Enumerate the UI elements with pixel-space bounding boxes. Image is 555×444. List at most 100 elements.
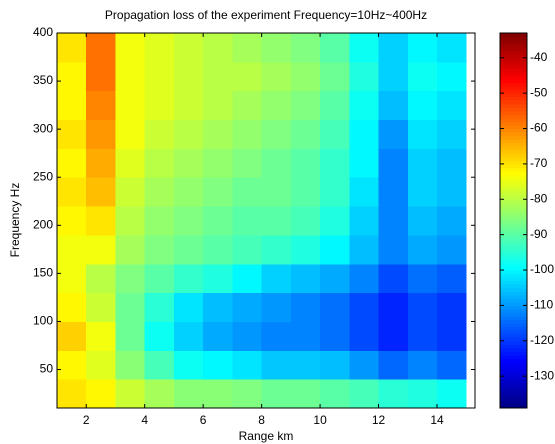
heat-cell <box>203 350 233 380</box>
heat-cell <box>173 263 204 294</box>
heat-cell <box>57 61 87 92</box>
colorbar-segment <box>500 103 527 108</box>
heat-cell <box>378 234 409 265</box>
heat-cell <box>349 263 380 294</box>
colorbar-segment <box>500 245 527 250</box>
colorbar-segment <box>500 216 527 221</box>
heat-cell <box>144 90 175 121</box>
colorbar-segment <box>500 330 527 335</box>
heat-cell <box>115 61 146 92</box>
y-tick-label: 200 <box>33 217 53 231</box>
heat-cell <box>144 148 175 178</box>
colorbar-segment <box>500 202 527 207</box>
heat-cell <box>349 90 380 121</box>
colorbar-segment <box>500 160 527 165</box>
heat-cell <box>86 33 116 63</box>
heat-cell <box>349 292 380 322</box>
heat-cell <box>86 350 116 380</box>
colorbar-segment <box>500 199 527 204</box>
heat-cell <box>290 148 321 178</box>
heat-cell <box>115 33 146 63</box>
colorbar-segment <box>500 319 527 324</box>
heat-cell <box>407 292 438 322</box>
heat-cell <box>203 90 233 121</box>
colorbar-segment <box>500 188 527 193</box>
heat-cell <box>407 90 438 121</box>
colorbar-segment <box>500 266 527 271</box>
heat-cell <box>57 33 87 63</box>
y-tick-label: 150 <box>33 266 53 280</box>
colorbar-segment <box>500 354 527 359</box>
heat-cell <box>86 234 116 265</box>
heat-cell <box>144 350 175 380</box>
heat-cell <box>437 234 467 265</box>
heat-cell <box>261 33 292 63</box>
heat-cell <box>290 263 321 294</box>
heat-cell <box>378 350 409 380</box>
heat-cell <box>115 206 146 236</box>
colorbar-segment <box>500 139 527 144</box>
colorbar-segment <box>500 96 527 101</box>
heat-cell <box>57 350 87 380</box>
heat-cell <box>320 292 350 322</box>
colorbar-segment <box>500 78 527 84</box>
heat-cell <box>320 33 350 63</box>
colorbar-segment <box>500 192 527 197</box>
heat-cell <box>261 379 292 408</box>
colorbar-segment <box>500 64 527 69</box>
heat-cell <box>407 234 438 265</box>
heat-cell <box>144 119 175 149</box>
heat-cell <box>144 206 175 236</box>
heat-cell <box>86 292 116 322</box>
heat-cell <box>57 177 87 207</box>
heat-cell <box>261 321 292 351</box>
colorbar-tick-label: -110 <box>530 298 553 312</box>
heat-cell <box>144 33 175 63</box>
heat-cell <box>144 177 175 207</box>
heat-cell <box>57 206 87 236</box>
colorbar-segment <box>500 358 527 363</box>
heat-cell <box>378 61 409 92</box>
heat-cell <box>290 61 321 92</box>
colorbar-segment <box>500 50 527 55</box>
heat-cell <box>437 350 467 380</box>
heat-cell <box>86 61 116 92</box>
heat-cell <box>407 148 438 178</box>
heat-cell <box>232 206 263 236</box>
heat-cell <box>86 206 116 236</box>
colorbar-segment <box>500 298 527 303</box>
colorbar-segment <box>500 397 527 402</box>
heat-cell <box>320 379 350 408</box>
heat-cell <box>115 90 146 121</box>
heat-cell <box>261 350 292 380</box>
colorbar-segment <box>500 89 527 94</box>
colorbar-segment <box>500 71 527 76</box>
heat-cell <box>232 33 263 63</box>
heat-cell <box>115 119 146 149</box>
heat-cell <box>57 148 87 178</box>
heat-cell <box>144 379 175 408</box>
heatmap <box>57 33 467 408</box>
colorbar-frame <box>499 32 528 409</box>
colorbar-segment <box>500 167 527 172</box>
colorbar-segment <box>500 362 527 367</box>
colorbar-segment <box>500 220 527 225</box>
colorbar-segment <box>500 121 527 126</box>
heat-cell <box>203 61 233 92</box>
colorbar-segment <box>500 107 527 112</box>
colorbar-segment <box>500 100 527 105</box>
heat-cell <box>378 292 409 322</box>
colorbar-tick-label: -80 <box>530 191 548 205</box>
axes: 2 4 6 8 10 12 14 50 100 150 200 250 300 350 400 -40 -50 -… <box>33 25 554 427</box>
colorbar-segment <box>500 259 527 264</box>
colorbar-segment <box>500 287 527 292</box>
heat-cell <box>407 33 438 63</box>
colorbar-segment <box>500 149 527 154</box>
colorbar-segment <box>500 213 527 218</box>
colorbar-segment <box>500 43 527 48</box>
heat-cell <box>232 90 263 121</box>
chart-title: Propagation loss of the experiment Frequ… <box>105 8 427 22</box>
heat-cell <box>261 61 292 92</box>
heat-cell <box>320 177 350 207</box>
colorbar-segment <box>500 146 527 151</box>
